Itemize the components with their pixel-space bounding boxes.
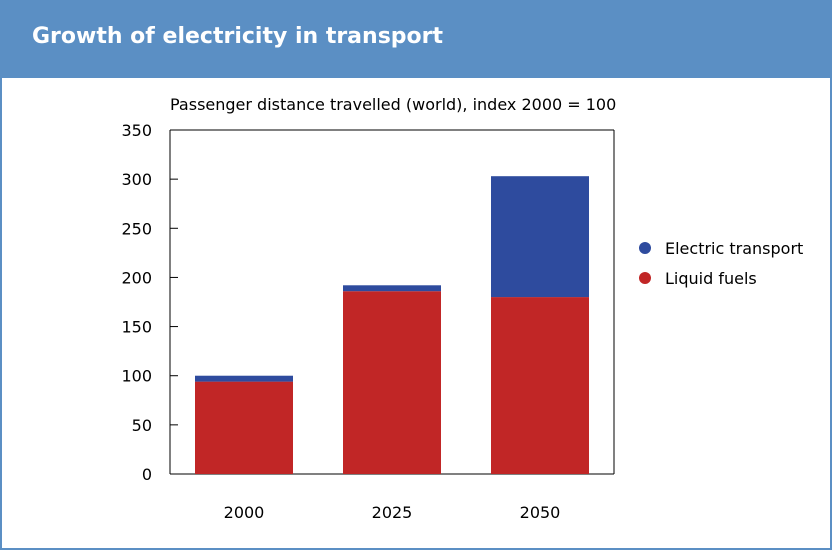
x-tick-label: 2025 xyxy=(372,503,413,522)
legend-label: Electric transport xyxy=(665,239,803,258)
bar-liquid-fuels xyxy=(491,297,589,474)
y-tick-label: 150 xyxy=(121,318,152,337)
y-tick-label: 300 xyxy=(121,170,152,189)
page-title: Growth of electricity in transport xyxy=(32,24,444,49)
bar-electric-transport xyxy=(343,285,441,292)
bar-liquid-fuels xyxy=(343,291,441,474)
legend: Electric transport Liquid fuels xyxy=(639,239,803,288)
legend-label: Liquid fuels xyxy=(665,269,757,288)
plot-area: 0 50 100 150 200 250 300 350 2000 2025 2050 xyxy=(121,121,615,522)
y-tick-label: 100 xyxy=(121,367,152,386)
bar-electric-transport xyxy=(195,375,293,382)
x-tick-label: 2000 xyxy=(224,503,265,522)
chart: Passenger distance travelled (world), in… xyxy=(121,95,803,522)
bar-electric-transport xyxy=(491,176,589,298)
y-tick-label: 0 xyxy=(142,465,152,484)
y-tick-label: 200 xyxy=(121,268,152,287)
chart-title: Passenger distance travelled (world), in… xyxy=(170,95,616,114)
header-bar: Growth of electricity in transport xyxy=(2,2,830,78)
x-tick-label: 2050 xyxy=(520,503,561,522)
legend-marker xyxy=(639,242,651,254)
y-tick-label: 250 xyxy=(121,219,152,238)
y-tick-label: 350 xyxy=(121,121,152,140)
bar-liquid-fuels xyxy=(195,381,293,474)
legend-marker xyxy=(639,272,651,284)
y-tick-label: 50 xyxy=(132,416,152,435)
